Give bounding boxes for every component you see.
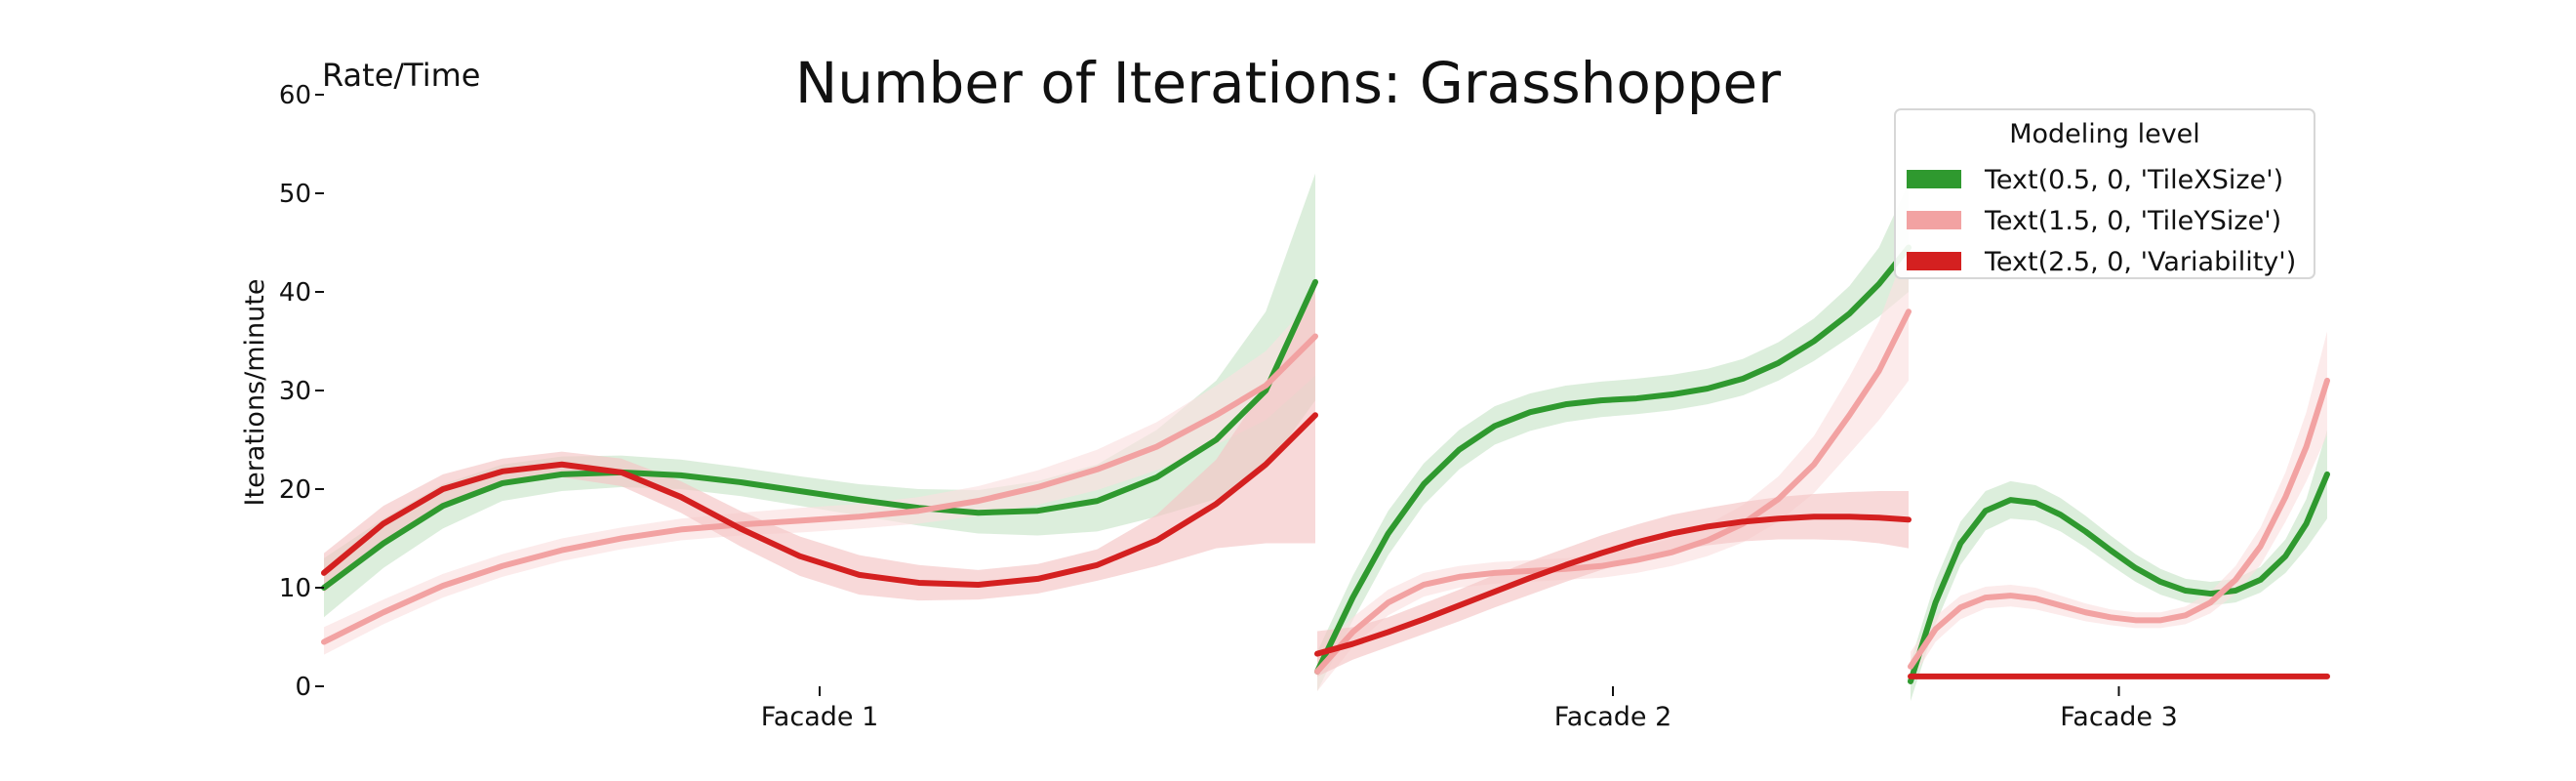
series-line-facet2-series1 [1314,244,1912,675]
legend-label-3: Text(2.5, 0, 'Variability') [1984,247,2296,277]
y-axis-title: Iterations/minute [240,279,270,507]
lines-layer [321,244,2330,684]
legend-label-2: Text(1.5, 0, 'TileYSize') [1984,206,2281,236]
legend-swatch-2 [1907,211,1961,229]
series-line-facet1-series1 [321,278,1318,591]
series-line-facet1-series2 [321,333,1318,645]
confidence-band-facet1-series2 [324,297,1315,655]
series-line-facet2-series3 [1314,514,1912,657]
y-tick-label: 30 [279,377,311,406]
x-tick-label-facet2: Facade 2 [1554,702,1672,732]
y-tick-label: 10 [279,574,311,603]
y-tick-label: 60 [279,81,311,110]
chart-title: Number of Iterations: Grasshopper [795,50,1781,116]
legend-title: Modeling level [2009,119,2200,149]
y-tick-label: 50 [279,180,311,209]
x-tick-label-facet3: Facade 3 [2060,702,2178,732]
series-line-facet3-series1 [1908,471,2330,684]
axes-layer: Facade 1 Facade 2 Facade 3 0 10 20 30 40 50 60 [279,81,2178,732]
y-tick-label: 20 [279,475,311,505]
series-line-facet1-series3 [321,412,1318,588]
series-line-facet3-series2 [1908,377,2330,670]
legend-box [1894,108,2315,279]
corner-label: Rate/Time [322,57,480,94]
y-tick-label: 40 [279,278,311,308]
legend-swatch-1 [1907,170,1961,188]
legend-label-1: Text(0.5, 0, 'TileXSize') [1984,165,2283,195]
legend-layer: Modeling level Text(0.5, 0, 'TileXSize') T… [1894,108,2315,279]
x-tick-label-facet1: Facade 1 [761,702,879,732]
confidence-band-facet3-series1 [1911,430,2327,702]
legend-swatch-3 [1907,252,1961,270]
confidence-band-facet2-series3 [1317,491,1909,677]
series-line-facet2-series2 [1314,308,1912,675]
y-tick-label: 0 [295,673,311,702]
